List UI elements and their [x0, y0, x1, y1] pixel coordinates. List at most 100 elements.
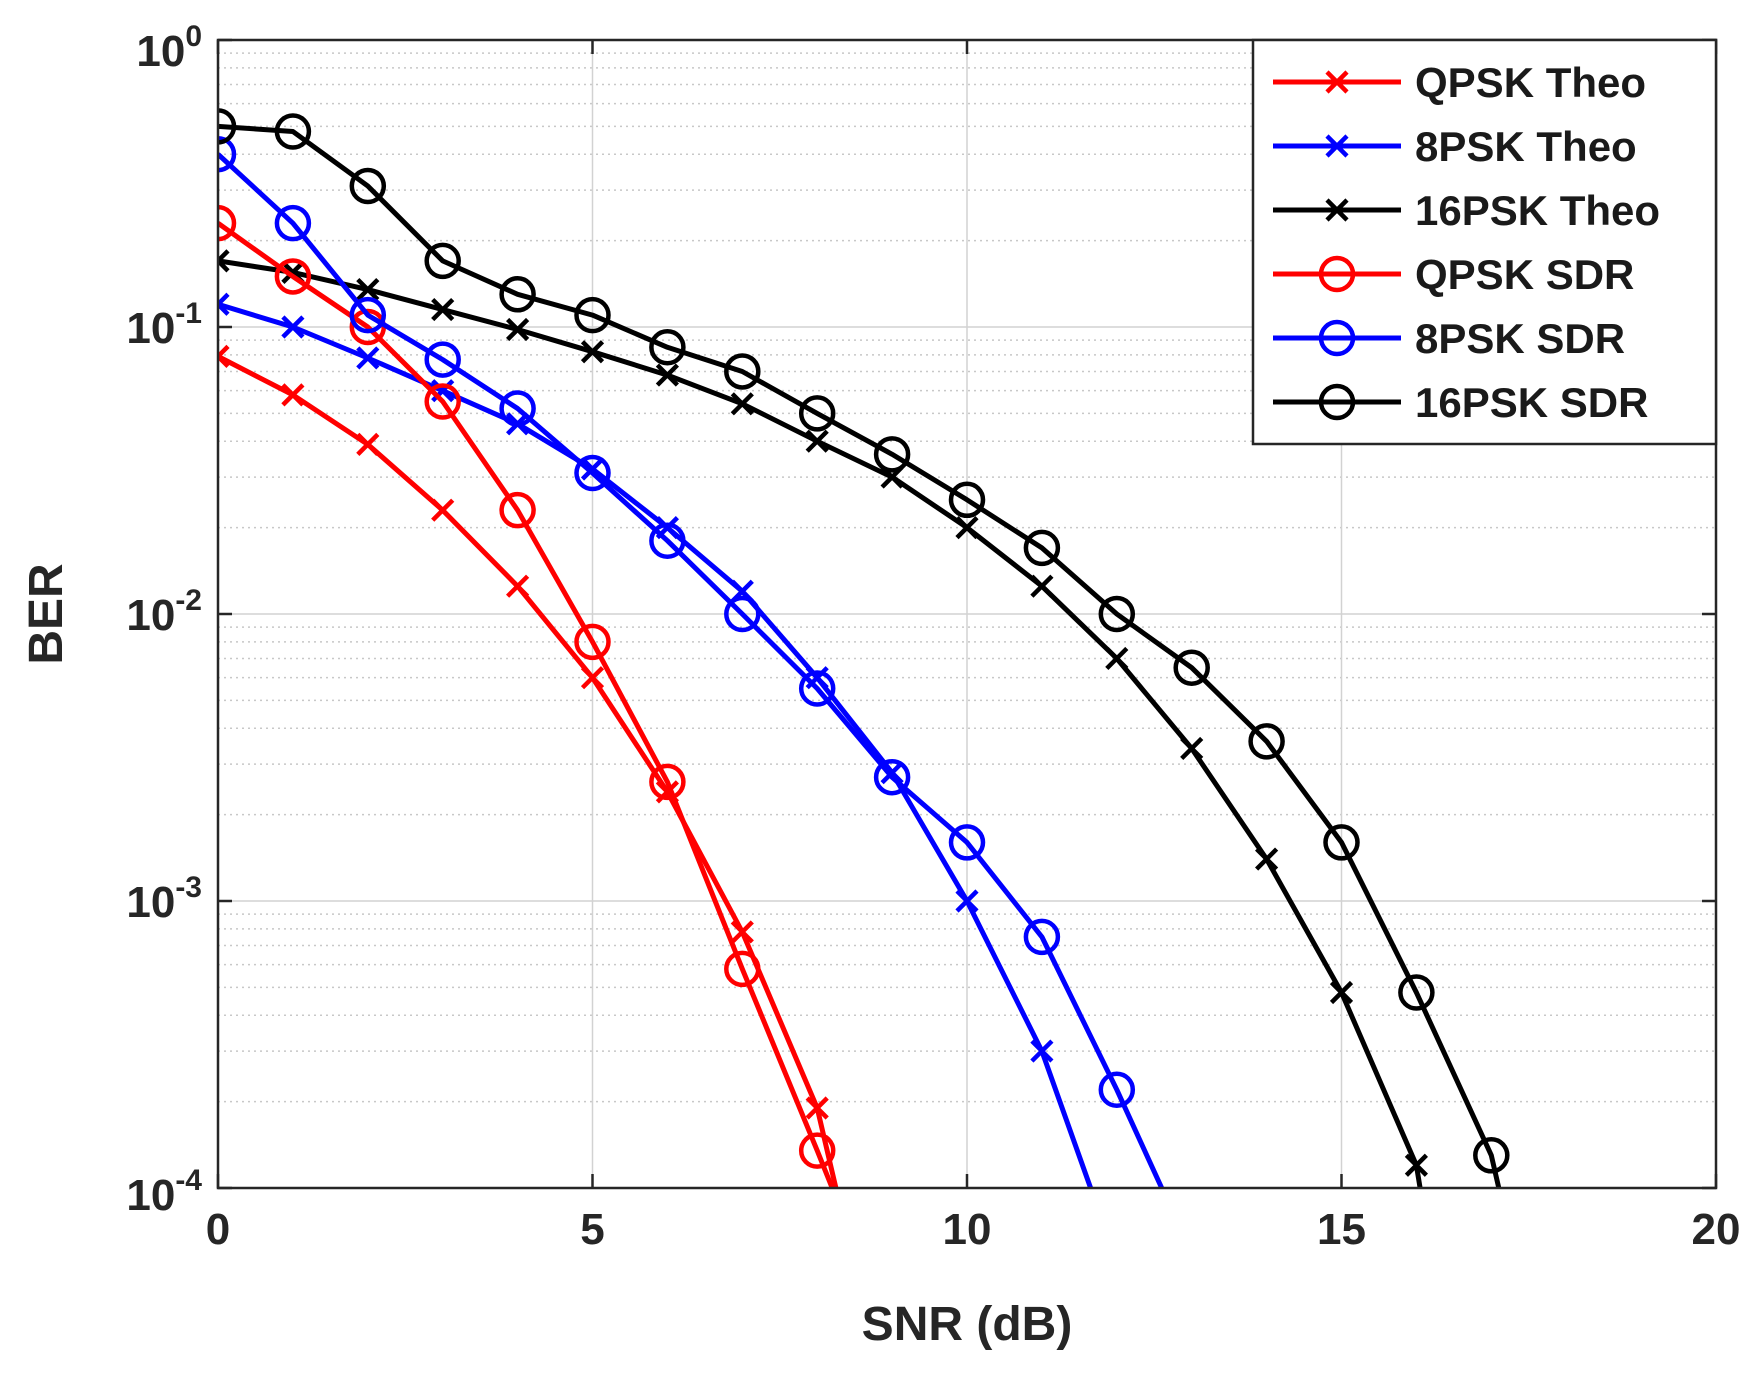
data-point-qpsk-theo: [281, 383, 305, 407]
data-point-16psk-theo: [1404, 1153, 1428, 1177]
y-tick-base: 10: [136, 27, 185, 76]
series-qpsk-theo: [218, 344, 839, 1188]
series-line-16psk-theo: [218, 258, 1423, 1188]
data-point-8psk-sdr: [948, 824, 986, 861]
x-tick-labels: 0 5 10 15 20: [206, 1205, 1741, 1254]
data-point-qpsk-sdr: [424, 383, 461, 420]
legend-marker: [1325, 198, 1349, 222]
data-point-qpsk-sdr: [218, 204, 237, 242]
legend-marker: [1318, 319, 1356, 357]
series-16psk-sdr: [218, 108, 1510, 1188]
y-tick-exponent: -1: [175, 297, 202, 330]
data-point-8psk-sdr: [873, 758, 911, 796]
data-point-16psk-sdr: [574, 296, 611, 334]
data-point-16psk-sdr: [349, 167, 387, 205]
legend-box: [1251, 38, 1718, 446]
data-point-16psk-sdr: [873, 436, 911, 473]
data-point-16psk-theo: [1255, 847, 1279, 871]
data-point-16psk-sdr: [1248, 723, 1285, 760]
x-tick-label: 5: [580, 1205, 604, 1254]
data-point-qpsk-sdr: [724, 950, 761, 988]
series-line-16psk-sdr: [218, 123, 1502, 1188]
data-point-8psk-sdr: [274, 204, 312, 242]
data-point-qpsk-sdr: [274, 258, 312, 295]
data-point-8psk-theo: [356, 346, 380, 370]
y-tick-label: 10-4: [126, 1164, 202, 1220]
data-point-8psk-sdr: [499, 390, 536, 427]
data-point-8psk-sdr: [724, 595, 761, 633]
data-point-16psk-sdr: [499, 276, 536, 313]
data-point-8psk-theo: [955, 889, 979, 913]
data-point-qpsk-theo: [805, 1096, 829, 1120]
data-point-16psk-sdr: [948, 481, 986, 519]
data-point-qpsk-theo: [356, 432, 380, 456]
data-point-8psk-sdr: [798, 670, 836, 707]
data-point-16psk-sdr: [1323, 824, 1360, 861]
data-point-qpsk-sdr: [649, 763, 686, 801]
data-point-16psk-sdr: [1023, 529, 1061, 567]
data-point-16psk-theo: [730, 392, 754, 416]
data-point-8psk-theo: [218, 292, 230, 316]
y-tick-base: 10: [126, 304, 175, 353]
series-8psk-sdr: [218, 135, 1164, 1188]
data-point-16psk-sdr: [274, 113, 312, 150]
data-point-qpsk-sdr: [499, 491, 536, 529]
data-point-16psk-sdr: [424, 242, 461, 280]
series-layer: [218, 108, 1510, 1188]
y-axis-label: BER: [20, 563, 73, 664]
data-point-16psk-sdr: [1398, 974, 1435, 1011]
data-point-8psk-sdr: [1023, 918, 1061, 956]
data-point-16psk-sdr: [1098, 595, 1136, 633]
data-point-16psk-sdr: [724, 353, 761, 390]
series-line-qpsk-sdr: [218, 221, 835, 1188]
series-line-qpsk-theo: [218, 354, 839, 1188]
legend-item-16psk-sdr: 16PSK SDR: [1273, 379, 1648, 426]
x-tick-label: 0: [206, 1205, 230, 1254]
y-tick-label: 10-3: [126, 871, 202, 927]
data-point-8psk-sdr: [218, 135, 237, 173]
x-tick-label: 10: [943, 1205, 992, 1254]
data-point-8psk-sdr: [349, 296, 387, 334]
data-point-16psk-theo: [955, 516, 979, 540]
y-tick-exponent: -4: [175, 1164, 202, 1197]
data-point-qpsk-sdr: [574, 623, 611, 661]
data-point-8psk-sdr: [574, 454, 611, 492]
legend-item-8psk-sdr: 8PSK SDR: [1273, 315, 1625, 362]
data-point-16psk-theo: [356, 278, 380, 302]
data-point-qpsk-theo: [218, 344, 230, 368]
legend-item-qpsk-sdr: QPSK SDR: [1273, 251, 1634, 298]
data-point-8psk-sdr: [424, 341, 461, 378]
legend-item-16psk-theo: 16PSK Theo: [1273, 187, 1660, 234]
data-point-qpsk-theo: [431, 498, 455, 522]
data-point-16psk-sdr: [798, 395, 836, 432]
x-axis-label: SNR (dB): [862, 1298, 1073, 1351]
legend-label: QPSK SDR: [1415, 251, 1634, 298]
y-tick-label: 10-1: [126, 297, 202, 353]
data-point-16psk-theo: [1030, 574, 1054, 598]
legend-label: 8PSK SDR: [1415, 315, 1625, 362]
legend-marker: [1318, 255, 1356, 293]
data-point-16psk-theo: [506, 317, 530, 342]
legend-marker: [1318, 383, 1356, 421]
series-qpsk-sdr: [218, 204, 836, 1188]
data-point-16psk-theo: [1180, 736, 1204, 761]
y-tick-base: 10: [126, 591, 175, 640]
data-point-16psk-sdr: [649, 329, 686, 366]
legend-label: 16PSK Theo: [1415, 187, 1660, 234]
legend: QPSK Theo 8PSK Theo 16PSK Theo QPSK SDR 8PSK…: [1251, 38, 1718, 446]
data-point-8psk-sdr: [1098, 1071, 1136, 1108]
data-point-16psk-sdr: [218, 108, 237, 145]
x-tick-label: 20: [1692, 1205, 1741, 1254]
legend-label: 8PSK Theo: [1415, 123, 1637, 170]
y-tick-label: 10-2: [126, 584, 202, 640]
y-tick-exponent: -3: [175, 871, 202, 904]
legend-item-qpsk-theo: QPSK Theo: [1273, 59, 1646, 106]
data-point-8psk-sdr: [649, 522, 686, 559]
legend-marker: [1325, 134, 1349, 158]
y-tick-exponent: 0: [185, 20, 202, 53]
data-point-16psk-sdr: [1173, 649, 1210, 686]
data-point-qpsk-theo: [730, 920, 754, 944]
y-tick-base: 10: [126, 878, 175, 927]
